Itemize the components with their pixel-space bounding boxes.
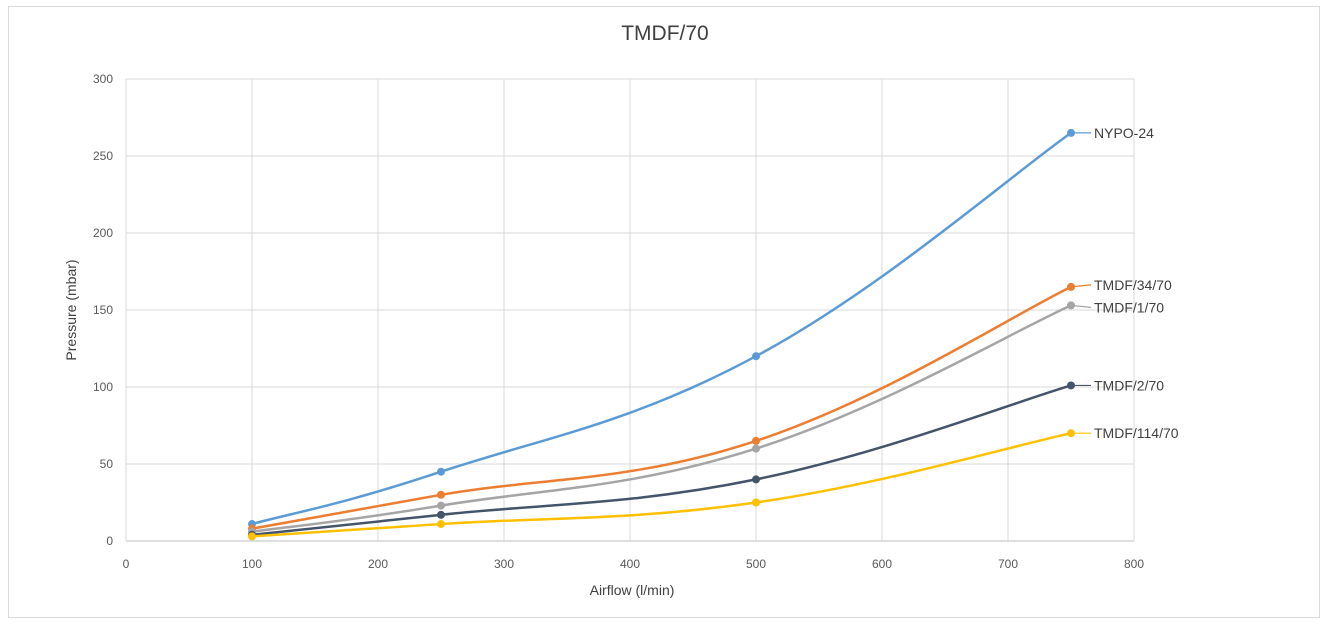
chart-frame (8, 6, 1320, 618)
x-tick-label: 0 (123, 557, 130, 571)
y-tick-label: 0 (106, 534, 113, 548)
series-label: NYPO-24 (1094, 125, 1154, 141)
y-tick-label: 150 (93, 303, 113, 317)
series-line (251, 131, 1072, 526)
series-label: TMDF/114/70 (1094, 425, 1179, 441)
series-line (251, 384, 1072, 537)
data-point (437, 520, 445, 529)
series-line (251, 285, 1072, 530)
y-tick-label: 200 (93, 226, 113, 240)
y-axis-title: Pressure (mbar) (63, 259, 79, 360)
x-tick-label: 600 (872, 557, 892, 571)
y-tick-label: 100 (93, 380, 113, 394)
series-lines (251, 131, 1072, 538)
y-tick-label: 50 (100, 457, 114, 471)
x-tick-label: 200 (368, 557, 388, 571)
x-tick-label: 800 (1124, 557, 1144, 571)
x-tick-label: 100 (242, 557, 262, 571)
data-point (437, 490, 445, 499)
y-tick-label: 300 (93, 72, 113, 86)
x-tick-label: 400 (620, 557, 640, 571)
chart-title: TMDF/70 (621, 22, 709, 45)
series-label-leader (1070, 284, 1092, 288)
gridlines (125, 78, 1135, 542)
series-label: TMDF/1/70 (1094, 299, 1164, 315)
x-tick-label: 500 (746, 557, 766, 571)
data-points (248, 128, 1075, 541)
data-point (752, 436, 760, 445)
data-point (752, 475, 760, 484)
data-point (437, 501, 445, 510)
data-point (752, 444, 760, 453)
data-point (752, 498, 760, 507)
data-point (752, 352, 760, 361)
data-point (248, 532, 256, 541)
x-tick-label: 700 (998, 557, 1018, 571)
data-point (437, 510, 445, 519)
x-tick-label: 300 (494, 557, 514, 571)
series-label: TMDF/34/70 (1094, 277, 1172, 293)
data-point (437, 467, 445, 476)
series-line (251, 304, 1072, 533)
tick-labels: 0 50 100 150 200 250 300 0 100 200 300 400 500 600 700… (93, 72, 1144, 571)
y-tick-label: 250 (93, 149, 113, 163)
x-axis-title: Airflow (l/min) (590, 582, 675, 598)
series-line (251, 431, 1072, 538)
series-label-leader (1070, 304, 1092, 308)
series-labels: NYPO-24 TMDF/34/70 TMDF/1/70 TMDF/2/70 TMDF/… (1070, 125, 1179, 441)
series-label: TMDF/2/70 (1094, 377, 1164, 393)
